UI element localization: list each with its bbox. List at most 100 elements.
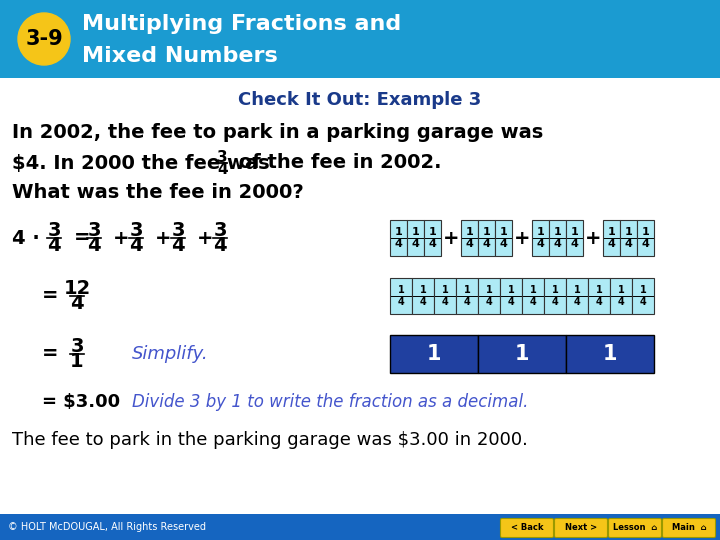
Bar <box>434 278 456 314</box>
Text: +: + <box>585 228 601 247</box>
Text: 4: 4 <box>624 239 632 249</box>
Text: 1: 1 <box>515 344 529 364</box>
Text: 4: 4 <box>574 297 580 307</box>
Bar <box>390 220 407 256</box>
Text: 1: 1 <box>70 352 84 371</box>
Text: 4: 4 <box>554 239 562 249</box>
Text: 1: 1 <box>485 285 492 295</box>
Text: =: = <box>42 345 58 363</box>
Text: 4: 4 <box>536 239 544 249</box>
Bar <box>412 278 434 314</box>
Text: 1: 1 <box>571 227 578 237</box>
Text: 4: 4 <box>441 297 449 307</box>
Bar <box>532 220 549 256</box>
Text: In 2002, the fee to park in a parking garage was: In 2002, the fee to park in a parking ga… <box>12 124 544 143</box>
Text: 4: 4 <box>508 297 514 307</box>
Text: Mixed Numbers: Mixed Numbers <box>82 46 278 66</box>
Text: 1: 1 <box>530 285 536 295</box>
Text: 1: 1 <box>595 285 603 295</box>
Text: 1: 1 <box>441 285 449 295</box>
Text: +: + <box>443 228 459 247</box>
Circle shape <box>18 13 70 65</box>
Text: 3: 3 <box>171 221 185 240</box>
Text: 3-9: 3-9 <box>25 29 63 49</box>
Bar <box>461 220 478 256</box>
Text: 1: 1 <box>639 285 647 295</box>
Bar <box>478 220 495 256</box>
Bar <box>588 278 610 314</box>
Text: 4: 4 <box>48 236 60 255</box>
Bar <box>390 278 412 314</box>
Text: 4: 4 <box>485 297 492 307</box>
Text: < Back: < Back <box>510 523 544 532</box>
Text: 4: 4 <box>420 297 426 307</box>
Text: =: = <box>42 287 58 306</box>
Text: 4: 4 <box>428 239 436 249</box>
Text: © HOLT McDOUGAL, All Rights Reserved: © HOLT McDOUGAL, All Rights Reserved <box>8 522 206 532</box>
Text: 4: 4 <box>87 236 101 255</box>
Bar <box>500 278 522 314</box>
Text: 4: 4 <box>397 297 405 307</box>
Text: 1: 1 <box>508 285 514 295</box>
Text: 4: 4 <box>595 297 603 307</box>
Text: 4: 4 <box>530 297 536 307</box>
Text: 4 ·: 4 · <box>12 228 40 247</box>
Text: Next >: Next > <box>565 523 597 532</box>
Bar <box>0 514 720 540</box>
Text: Divide 3 by 1 to write the fraction as a decimal.: Divide 3 by 1 to write the fraction as a… <box>132 393 528 411</box>
Text: +: + <box>197 228 214 247</box>
Bar <box>566 278 588 314</box>
Bar <box>478 278 500 314</box>
Bar <box>637 220 654 256</box>
Text: 4: 4 <box>395 239 402 249</box>
Text: 4: 4 <box>412 239 420 249</box>
Text: 4: 4 <box>217 161 228 177</box>
Text: 1: 1 <box>466 227 473 237</box>
Text: Main  ⌂: Main ⌂ <box>672 523 706 532</box>
Text: +: + <box>514 228 530 247</box>
FancyBboxPatch shape <box>608 518 662 537</box>
Bar <box>603 220 620 256</box>
Text: 4: 4 <box>466 239 474 249</box>
Text: 1: 1 <box>536 227 544 237</box>
Text: +: + <box>155 228 171 247</box>
Bar <box>522 278 544 314</box>
Bar <box>632 278 654 314</box>
Text: 3: 3 <box>48 221 60 240</box>
Text: 4: 4 <box>639 297 647 307</box>
Text: 4: 4 <box>464 297 470 307</box>
Bar <box>549 220 566 256</box>
Text: 1: 1 <box>500 227 508 237</box>
Bar <box>424 220 441 256</box>
Bar <box>390 335 478 373</box>
Text: Simplify.: Simplify. <box>132 345 209 363</box>
Text: 3: 3 <box>71 337 84 356</box>
FancyBboxPatch shape <box>554 518 608 537</box>
Bar <box>566 335 654 373</box>
Bar <box>620 220 637 256</box>
Text: 1: 1 <box>428 227 436 237</box>
Text: 1: 1 <box>642 227 649 237</box>
Text: 1: 1 <box>618 285 624 295</box>
Text: 4: 4 <box>570 239 578 249</box>
Bar <box>456 278 478 314</box>
FancyBboxPatch shape <box>500 518 554 537</box>
Text: 1: 1 <box>603 344 617 364</box>
Text: 1: 1 <box>412 227 419 237</box>
Bar <box>566 220 583 256</box>
Text: 4: 4 <box>642 239 649 249</box>
Text: 4: 4 <box>70 294 84 313</box>
Text: 4: 4 <box>500 239 508 249</box>
Bar <box>478 335 566 373</box>
Text: 1: 1 <box>482 227 490 237</box>
Text: What was the fee in 2000?: What was the fee in 2000? <box>12 184 304 202</box>
Text: 1: 1 <box>574 285 580 295</box>
FancyBboxPatch shape <box>662 518 716 537</box>
Text: The fee to park in the parking garage was $3.00 in 2000.: The fee to park in the parking garage wa… <box>12 431 528 449</box>
Text: 1: 1 <box>397 285 405 295</box>
Text: 1: 1 <box>608 227 616 237</box>
Text: 12: 12 <box>63 279 91 298</box>
Text: Check It Out: Example 3: Check It Out: Example 3 <box>238 91 482 109</box>
Text: 1: 1 <box>552 285 559 295</box>
Text: 3: 3 <box>87 221 101 240</box>
